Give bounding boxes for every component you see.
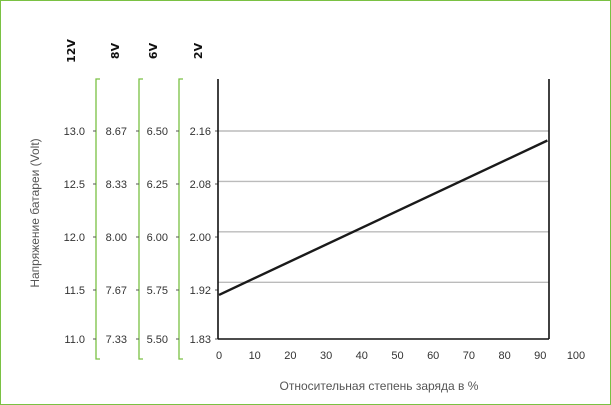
scale-bracket-6v bbox=[178, 78, 183, 360]
y-tick-label-2v: 1.83 bbox=[190, 334, 211, 346]
y-tick-label-6v: 5.50 bbox=[147, 334, 168, 346]
scale-bracket-8v bbox=[138, 78, 143, 360]
x-tick-label: 70 bbox=[463, 350, 475, 362]
scale-header-12v: 12V bbox=[65, 39, 78, 63]
series-line-0 bbox=[218, 139, 548, 296]
scale-bracket-12v bbox=[95, 78, 100, 360]
x-tick-label: 50 bbox=[391, 350, 403, 362]
y-tick-label-2v: 1.92 bbox=[190, 285, 211, 297]
y-tick-label-6v: 6.25 bbox=[147, 179, 168, 191]
y-tick-label-8v: 7.33 bbox=[106, 334, 127, 346]
x-tick-label: 80 bbox=[498, 350, 510, 362]
x-tick-label: 100 bbox=[567, 350, 585, 362]
y-axis-title: Напряжение батареи (Volt) bbox=[28, 138, 42, 287]
y-tick-label-12v: 11.5 bbox=[64, 285, 85, 297]
y-tick-label-12v: 13.0 bbox=[64, 126, 85, 138]
y-tick-label-8v: 7.67 bbox=[106, 285, 127, 297]
y-tick-label-2v: 2.08 bbox=[190, 179, 211, 191]
x-tick-label: 60 bbox=[427, 350, 439, 362]
y-tick-label-8v: 8.67 bbox=[106, 126, 127, 138]
x-tick-label: 40 bbox=[356, 350, 368, 362]
x-axis-title: Относительная степень заряда в % bbox=[280, 379, 479, 393]
y-tick-label-12v: 12.5 bbox=[64, 179, 85, 191]
y-tick-label-6v: 6.00 bbox=[147, 232, 168, 244]
y-tick-label-8v: 8.00 bbox=[106, 232, 127, 244]
scale-header-6v: 6V bbox=[147, 42, 160, 59]
scale-header-2v: 2V bbox=[192, 42, 205, 59]
y-tick-label-2v: 2.16 bbox=[190, 126, 211, 138]
x-tick-label: 20 bbox=[284, 350, 296, 362]
y-tick-label-12v: 12.0 bbox=[64, 232, 85, 244]
y-tick-label-8v: 8.33 bbox=[106, 179, 127, 191]
scale-header-8v: 8V bbox=[109, 42, 122, 59]
x-tick-label: 10 bbox=[249, 350, 261, 362]
y-tick-label-2v: 2.00 bbox=[190, 232, 211, 244]
x-tick-label: 0 bbox=[216, 350, 222, 362]
y-tick-label-12v: 11.0 bbox=[64, 334, 85, 346]
y-tick-label-6v: 6.50 bbox=[147, 126, 168, 138]
y-tick-label-6v: 5.75 bbox=[147, 285, 168, 297]
x-tick-label: 30 bbox=[320, 350, 332, 362]
x-tick-label: 90 bbox=[534, 350, 546, 362]
